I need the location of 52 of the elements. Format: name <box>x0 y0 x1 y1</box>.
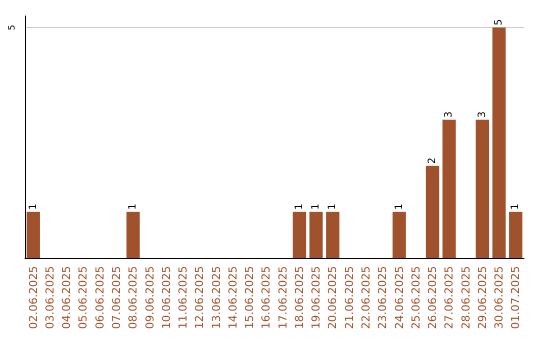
data-label: 2 <box>427 157 438 164</box>
x-tick-label: 21.06.2025 <box>342 266 356 330</box>
bar <box>392 212 406 258</box>
x-tick-label: 22.06.2025 <box>359 266 372 330</box>
data-label: 1 <box>128 204 139 210</box>
data-label: 1 <box>327 204 338 210</box>
x-tick-label: 11.06.2025 <box>176 266 190 330</box>
data-label: 1 <box>510 204 522 210</box>
x-tick-label: 25.06.2025 <box>409 266 422 330</box>
data-label: 1 <box>394 204 405 210</box>
x-tick-label: 26.06.2025 <box>426 266 440 330</box>
x-tick-label: 29.06.2025 <box>476 266 489 330</box>
x-tick-label: 27.06.2025 <box>442 266 456 330</box>
x-tick-label: 12.06.2025 <box>193 266 206 330</box>
bar <box>442 120 456 258</box>
x-tick-label: 03.06.2025 <box>43 266 56 330</box>
x-tick-label: 18.06.2025 <box>292 266 306 330</box>
bar <box>292 212 306 258</box>
x-tick-label: 14.06.2025 <box>226 266 240 330</box>
bar <box>476 120 490 258</box>
x-tick-label: 09.06.2025 <box>143 266 156 330</box>
x-tick-label: 24.06.2025 <box>392 266 406 330</box>
data-label: 1 <box>28 204 39 210</box>
x-tick-label: 05.06.2025 <box>76 266 90 330</box>
bar <box>126 212 140 258</box>
bar <box>509 212 522 258</box>
x-tick-label: 13.06.2025 <box>210 266 223 330</box>
bar <box>492 28 506 258</box>
x-tick-label: 01.07.2025 <box>509 266 522 330</box>
x-tick-label: 17.06.2025 <box>276 266 290 330</box>
x-tick-label: 08.06.2025 <box>126 266 140 330</box>
x-tick-label: 28.06.2025 <box>459 266 472 330</box>
x-tick-label: 07.06.2025 <box>110 266 123 330</box>
x-tick-label: 16.06.2025 <box>260 266 273 330</box>
data-label: 1 <box>310 204 322 210</box>
x-tick-label: 06.06.2025 <box>93 266 106 330</box>
bar <box>309 212 323 258</box>
bar <box>326 212 340 258</box>
data-label: 1 <box>294 204 305 210</box>
x-tick-label: 20.06.2025 <box>326 266 340 330</box>
x-tick-label: 10.06.2025 <box>160 266 173 330</box>
bar <box>26 212 40 258</box>
data-label: 3 <box>476 111 488 118</box>
x-tick-label: 19.06.2025 <box>310 266 323 330</box>
x-tick-label: 30.06.2025 <box>492 266 506 330</box>
data-label: 5 <box>494 19 505 26</box>
x-tick-label: 15.06.2025 <box>243 266 256 330</box>
bar <box>426 166 440 258</box>
x-tick-label: 02.06.2025 <box>26 266 40 330</box>
x-tick-label: 04.06.2025 <box>60 266 74 330</box>
x-tick-label: 23.06.2025 <box>376 266 390 330</box>
data-label: 3 <box>444 111 455 118</box>
